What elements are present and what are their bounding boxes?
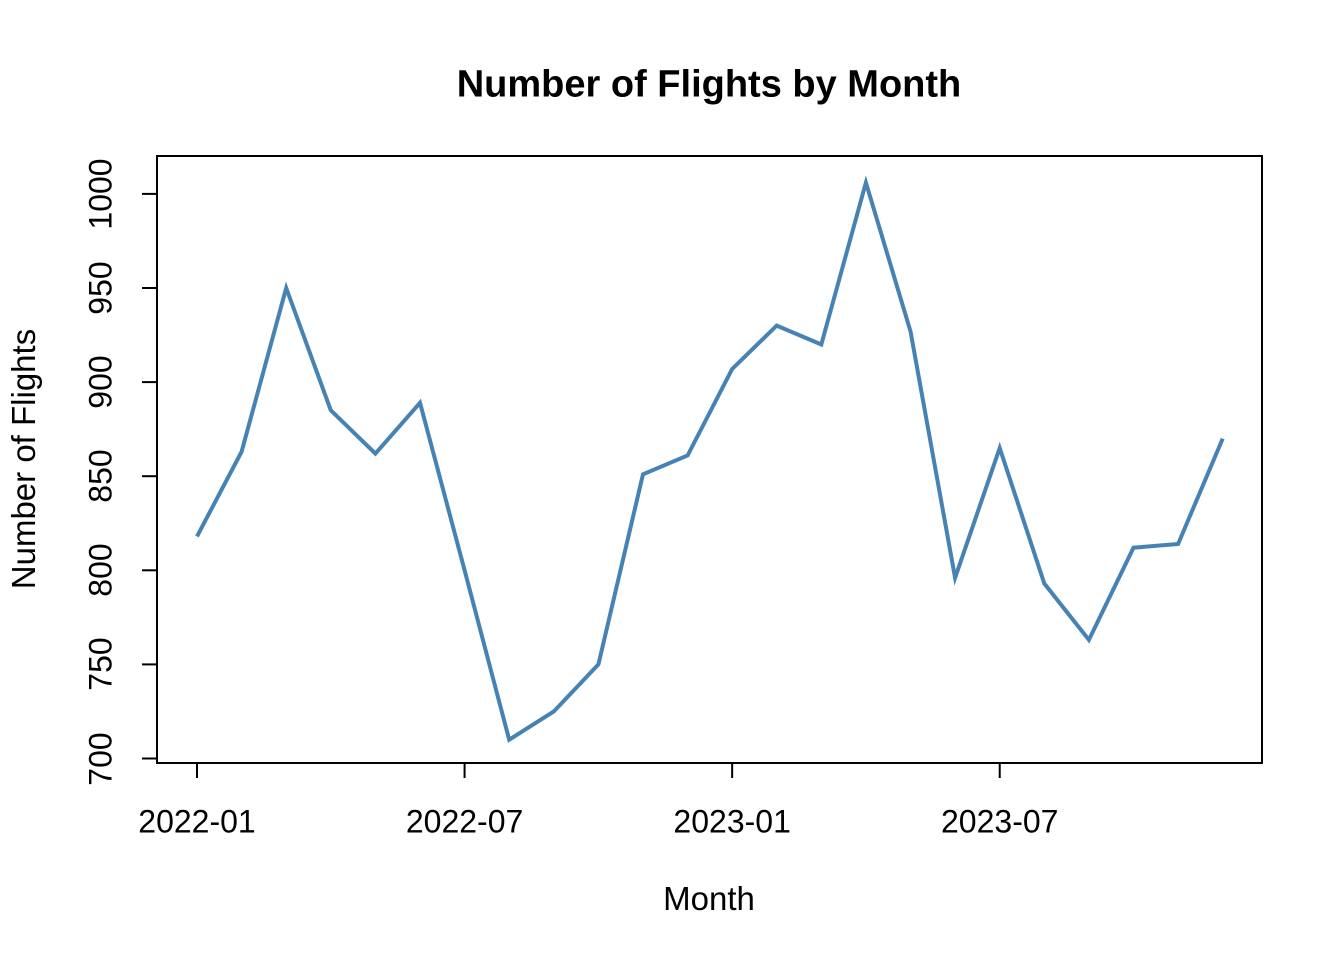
flights-line — [195, 175, 1225, 743]
y-tick-label: 900 — [82, 355, 119, 409]
x-tick-label: 2023-07 — [941, 803, 1059, 840]
y-tick-label: 1000 — [82, 158, 119, 230]
x-tick-label: 2022-07 — [405, 803, 524, 840]
y-tick-label: 850 — [82, 449, 119, 503]
axis-tick-marks — [142, 192, 1001, 778]
y-tick-label: 800 — [82, 543, 119, 597]
y-tick-label: 750 — [82, 637, 119, 692]
chart-title: Number of Flights by Month — [456, 63, 962, 106]
x-axis-title: Month — [663, 880, 755, 917]
y-tick-label: 950 — [82, 261, 119, 315]
plot-border — [156, 155, 1263, 764]
x-tick-label: 2022-01 — [138, 803, 256, 840]
y-tick-label: 700 — [82, 731, 119, 786]
x-tick-label: 2023-01 — [673, 803, 791, 840]
